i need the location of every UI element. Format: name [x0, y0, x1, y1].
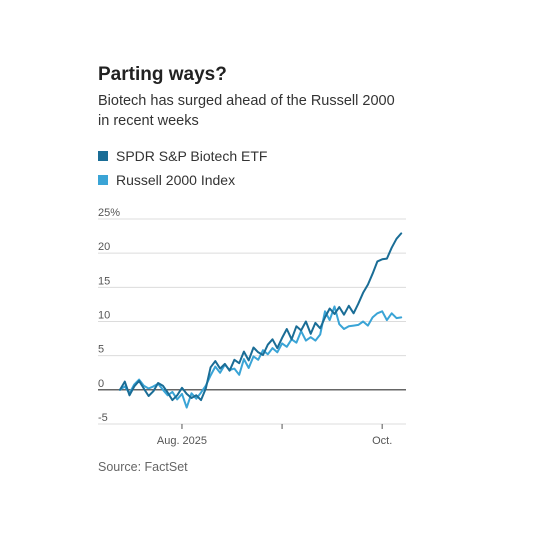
y-tick-label: 15 — [98, 275, 110, 287]
legend-item-russell: Russell 2000 Index — [98, 169, 267, 191]
series-line-biotech — [119, 232, 403, 402]
y-tick-label: 25% — [98, 207, 120, 219]
chart-title: Parting ways? — [98, 64, 227, 85]
legend-label-biotech: SPDR S&P Biotech ETF — [116, 148, 268, 164]
series-line-russell — [119, 305, 403, 409]
chart-legend: SPDR S&P Biotech ETF Russell 2000 Index — [98, 145, 267, 193]
legend-label-russell: Russell 2000 Index — [116, 172, 236, 188]
y-tick-label: -5 — [98, 412, 108, 424]
source-note: Source: FactSet — [98, 460, 188, 474]
y-tick-label: 10 — [98, 310, 110, 322]
legend-item-biotech: SPDR S&P Biotech ETF — [98, 145, 267, 167]
chart-subtitle: Biotech has surged ahead of the Russell … — [98, 93, 395, 129]
legend-swatch-biotech — [98, 151, 108, 161]
y-tick-label: 20 — [98, 241, 110, 253]
legend-swatch-russell — [98, 175, 108, 185]
y-tick-label: 0 — [98, 378, 104, 390]
y-tick-label: 5 — [98, 344, 104, 356]
x-tick-label: Oct. — [372, 435, 392, 447]
x-tick-label: Aug. 2025 — [157, 435, 207, 447]
